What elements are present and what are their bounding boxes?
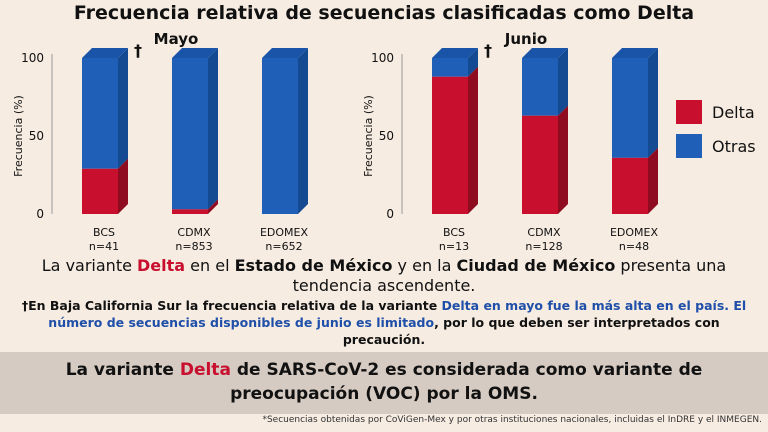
bar-otras-side (558, 48, 568, 116)
bar-delta (172, 209, 208, 214)
bar-top (612, 48, 658, 58)
voc-banner: La variante Delta de SARS-CoV-2 es consi… (0, 352, 768, 414)
y-axis-label: Frecuencia (%) (362, 95, 375, 177)
bar-delta (522, 115, 558, 214)
x-tick-label: CDMX (527, 226, 561, 239)
bar-otras-side (468, 48, 478, 77)
y-tick-label: 0 (386, 207, 394, 221)
bar-top (172, 48, 218, 58)
bar-otras-side (648, 48, 658, 158)
chart-title: Junio (504, 30, 547, 48)
bar-otras (432, 58, 468, 77)
bar-top (432, 48, 478, 58)
x-tick-label: EDOMEX (610, 226, 659, 239)
voc-banner-text: La variante Delta de SARS-CoV-2 es consi… (40, 358, 728, 406)
bar-delta (432, 76, 468, 214)
y-tick-label: 100 (371, 51, 394, 65)
dagger-note: †En Baja California Sur la frecuencia re… (10, 297, 758, 348)
stmt-cdmx: Ciudad de México (456, 256, 616, 275)
bar-top (262, 48, 308, 58)
y-tick-label: 50 (29, 129, 44, 143)
bar-delta-side (468, 66, 478, 214)
x-tick-label: BCS (443, 226, 465, 239)
bar-otras (172, 58, 208, 210)
legend-label-delta: Delta (712, 102, 755, 122)
sample-count: n=48 (619, 240, 649, 253)
y-tick-label: 100 (21, 51, 44, 65)
sample-count: n=13 (439, 240, 469, 253)
sample-count: n=41 (89, 240, 119, 253)
y-tick-label: 0 (36, 207, 44, 221)
bar-otras-side (118, 48, 128, 169)
sample-count: n=652 (265, 240, 302, 253)
stmt-part: La variante (41, 256, 138, 275)
bar-otras (612, 58, 648, 158)
x-tick-label: CDMX (177, 226, 211, 239)
stmt-part: y en la (392, 256, 457, 275)
note-part: †En Baja California Sur la frecuencia re… (21, 298, 442, 313)
note-part: , por lo que deben ser interpretados con… (342, 315, 720, 347)
bar-otras (522, 58, 558, 116)
bar-top (82, 48, 128, 58)
bar-otras-side (298, 48, 308, 214)
figure-title: Frecuencia relativa de secuencias clasif… (73, 2, 695, 24)
band-part: La variante (65, 360, 180, 380)
bar-delta-side (118, 158, 128, 214)
stmt-delta: Delta (137, 256, 186, 275)
bar-delta-side (648, 147, 658, 214)
legend: Delta Otras (676, 100, 756, 168)
y-tick-label: 50 (379, 129, 394, 143)
bar-otras (262, 58, 298, 214)
note-highlight: Delta en mayo fue la más alta en el país… (48, 298, 747, 330)
stmt-edomex: Estado de México (234, 256, 393, 275)
legend-label-otras: Otras (712, 136, 756, 156)
trend-statement: La variante Delta en el Estado de México… (20, 256, 748, 296)
bar-delta (82, 168, 118, 214)
band-part: de SARS-CoV-2 es considerada como varian… (230, 360, 703, 404)
sample-count: n=128 (525, 240, 562, 253)
sample-count: n=853 (175, 240, 212, 253)
x-tick-label: EDOMEX (260, 226, 309, 239)
bar-delta-side (558, 105, 568, 214)
chart-junio: Junio Frecuencia (%) 0 50 100 BCS n=13 † CDMX n=1… (356, 28, 696, 258)
bar-otras-side (208, 48, 218, 210)
legend-item-delta: Delta (676, 100, 756, 124)
legend-swatch-delta (676, 100, 702, 124)
dagger-mark: † (484, 41, 492, 60)
chart-mayo: Mayo Frecuencia (%) 0 50 100 BCS n=41 † CDMX n=85… (6, 28, 346, 258)
stmt-part: presenta una tendencia ascendente. (292, 256, 727, 295)
stmt-part: en el (185, 256, 235, 275)
legend-swatch-otras (676, 134, 702, 158)
band-delta: Delta (179, 360, 231, 380)
legend-item-otras: Otras (676, 134, 756, 158)
bar-delta-side (208, 199, 218, 214)
footnote: *Secuencias obtenidas por CoViGen-Mex y … (262, 415, 762, 425)
bar-otras (82, 58, 118, 169)
chart-title: Mayo (154, 30, 199, 48)
bar-delta (612, 157, 648, 214)
y-axis-label: Frecuencia (%) (12, 95, 25, 177)
dagger-mark: † (134, 41, 142, 60)
x-tick-label: BCS (93, 226, 115, 239)
bar-top (522, 48, 568, 58)
